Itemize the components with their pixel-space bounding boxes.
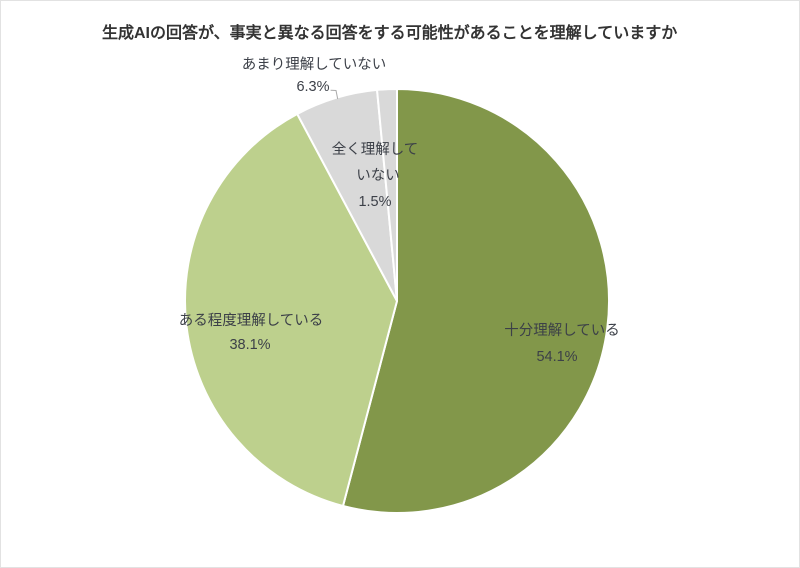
svg-text:38.1%: 38.1% [229, 337, 270, 353]
svg-text:十分理解している: 十分理解している [504, 322, 620, 339]
svg-text:いない: いない [356, 167, 400, 184]
svg-text:あまり理解していない: あまり理解していない [242, 56, 387, 73]
svg-text:全く理解して: 全く理解して [332, 140, 419, 158]
svg-text:6.3%: 6.3% [296, 79, 329, 95]
svg-text:1.5%: 1.5% [358, 194, 391, 210]
svg-text:ある程度理解している: ある程度理解している [179, 312, 324, 329]
svg-text:54.1%: 54.1% [536, 349, 577, 365]
